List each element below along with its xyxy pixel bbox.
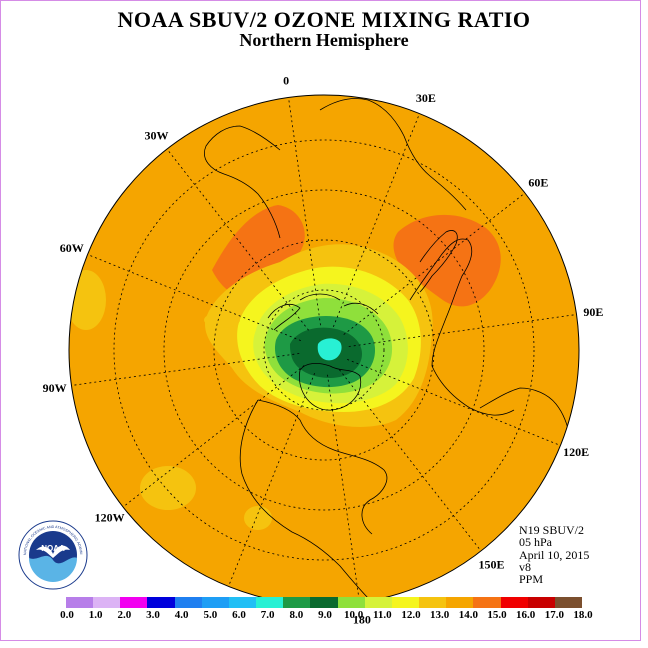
meridian-line — [343, 192, 526, 335]
meridian-line — [348, 314, 577, 347]
colorbar-tick-label: 16.0 — [516, 609, 536, 621]
meridian-line — [122, 365, 305, 508]
colorbar-tick-label: 6.0 — [232, 609, 246, 621]
info-satellite: N19 SBUV/2 — [519, 523, 585, 537]
colorbar-tick-label: 4.0 — [174, 609, 189, 621]
colorbar-swatch — [283, 597, 311, 608]
colorbar-tick-label: 7.0 — [260, 609, 275, 621]
meridian-line — [347, 358, 561, 446]
colorbar-tick-label: 18.0 — [573, 609, 593, 621]
logo-bird-icon — [36, 545, 70, 558]
contour-7ppm — [317, 338, 342, 361]
coastline-africa — [479, 387, 571, 439]
colorbar-tick-label: 10.0 — [344, 609, 364, 621]
colorbar-tick-label: 13.0 — [430, 609, 450, 621]
colorbar-tick-label: 1.0 — [88, 609, 103, 621]
contour-blob-southwest — [140, 466, 196, 510]
colorbar-swatch — [174, 597, 202, 608]
colorbar-swatch — [527, 597, 555, 608]
info-date: April 10, 2015 — [519, 547, 590, 562]
longitude-label: 0 — [283, 74, 289, 88]
coastlines — [204, 98, 571, 601]
meridian-line — [288, 97, 321, 326]
meridian-line — [332, 113, 420, 327]
longitude-label: 60E — [528, 176, 548, 190]
info-units: PPM — [519, 572, 544, 587]
meridian-line — [71, 353, 300, 386]
meridian-lines — [71, 97, 577, 603]
colorbar-swatch — [391, 597, 420, 608]
latitude-circle-70n — [263, 289, 385, 411]
map-subtitle: Northern Hemisphere — [239, 30, 409, 50]
coastline-greenland — [298, 362, 362, 411]
colorbar-tick-label: 5.0 — [203, 609, 218, 621]
colorbar-tick-label: 8.0 — [289, 609, 304, 621]
coastline-europe — [409, 238, 515, 416]
longitude-label: 90E — [583, 305, 603, 319]
colorbar-swatch — [554, 597, 582, 608]
longitude-label: 150E — [478, 557, 504, 571]
colorbar-swatch — [147, 597, 175, 608]
colorbar-swatch — [201, 597, 229, 608]
longitude-label: 180 — [353, 612, 371, 626]
longitude-label: 30W — [145, 129, 169, 143]
coastline-north-america — [239, 399, 388, 601]
ozone-field — [69, 95, 579, 605]
longitude-label: 30E — [416, 91, 436, 105]
map-title: NOAA SBUV/2 OZONE MIXING RATIO — [117, 7, 531, 32]
latitude-circle-50n — [163, 189, 485, 511]
meridian-line — [228, 373, 316, 587]
colorbar — [66, 597, 582, 608]
longitude-label: 120W — [95, 510, 125, 524]
meridian-line — [339, 369, 482, 552]
colorbar-swatch — [256, 597, 284, 608]
coastline-asia — [204, 98, 467, 239]
meridian-line — [327, 374, 360, 603]
longitude-label: 120E — [563, 445, 589, 459]
colorbar-tick-label: 0.0 — [60, 609, 74, 621]
high-ozone-patch-europe — [393, 214, 501, 307]
info-level: 05 hPa — [519, 535, 552, 550]
colorbar-swatch — [66, 597, 94, 608]
colorbar-tick-label: 9.0 — [318, 609, 332, 621]
colorbar-swatch — [120, 597, 148, 608]
info-block: N19 SBUV/2 05 hPa April 10, 2015 v8 PPM — [519, 523, 590, 587]
info-version: v8 — [519, 559, 531, 574]
colorbar-swatch — [419, 597, 447, 608]
coastline-scandinavia — [419, 230, 458, 293]
latitude-circle-40n — [113, 139, 535, 561]
longitude-label: 60W — [60, 241, 84, 255]
colorbar-tick-label: 11.0 — [373, 609, 392, 621]
colorbar-swatch — [228, 597, 257, 608]
contour-blob-south — [244, 506, 272, 530]
noaa-logo: NOAA NATIONAL OCEANIC AND ATMOSPHERIC AD… — [18, 520, 88, 590]
colorbar-tick-label: 14.0 — [458, 609, 478, 621]
meridian-line — [166, 148, 309, 331]
contour-blob-west — [69, 270, 106, 330]
colorbar-swatch — [500, 597, 528, 608]
colorbar-tick-label: 3.0 — [146, 609, 160, 621]
meridian-line — [87, 254, 301, 342]
logo-sea — [29, 555, 77, 582]
colorbar-tick-label: 2.0 — [117, 609, 132, 621]
colorbar-swatch — [93, 597, 121, 608]
coastline-canadian-archipelago — [267, 293, 379, 331]
colorbar-tick-labels: 0.0 1.0 2.0 3.0 4.0 5.0 6.0 7.0 8.0 9.0 10.0 11.0 12… — [0, 609, 648, 625]
colorbar-swatch — [337, 597, 365, 608]
colorbar-tick-label: 12.0 — [401, 609, 421, 621]
colorbar-swatch — [446, 597, 474, 608]
image-frame — [0, 0, 641, 641]
colorbar-swatch — [473, 597, 501, 608]
colorbar-swatch — [310, 597, 338, 608]
contour-blob-center-west — [204, 312, 240, 328]
logo-center-text: NOAA — [41, 544, 65, 553]
colorbar-tick-label: 15.0 — [487, 609, 507, 621]
colorbar-tick-label: 17.0 — [544, 609, 564, 621]
longitude-label: 90W — [43, 381, 67, 395]
colorbar-swatch — [364, 597, 392, 608]
